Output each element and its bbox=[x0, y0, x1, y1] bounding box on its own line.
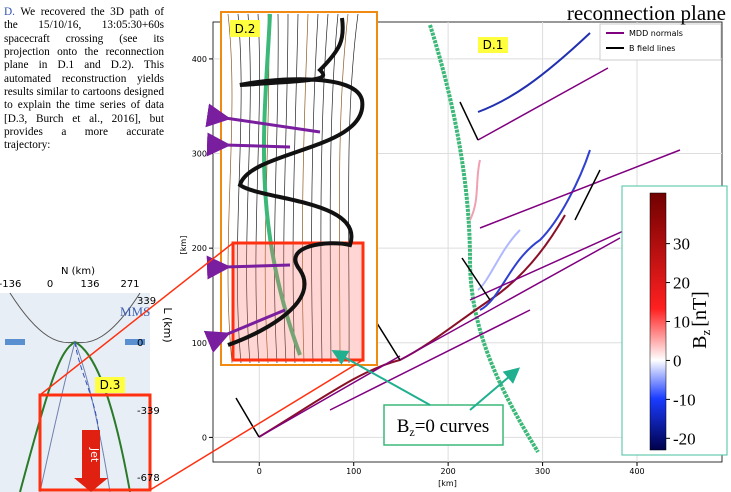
field-line bbox=[459, 101, 479, 141]
annotation-arrow bbox=[331, 350, 431, 406]
x-tick-label: 300 bbox=[535, 467, 550, 476]
colorbar-tick-label: 30 bbox=[673, 235, 690, 254]
y-axis-label: [km] bbox=[179, 236, 188, 255]
connector bbox=[149, 359, 364, 491]
field-line bbox=[461, 257, 491, 301]
y-tick-label: 200 bbox=[192, 244, 207, 253]
trajectory bbox=[477, 32, 591, 113]
x-tick-label: 136 bbox=[80, 279, 99, 290]
normal-line bbox=[479, 149, 681, 229]
normal-arrow bbox=[205, 103, 321, 134]
annotation: Bz=0 curves bbox=[397, 416, 490, 439]
y-axis-label: L (km) bbox=[161, 307, 174, 342]
bz-zero-curve bbox=[428, 24, 540, 454]
y-tick-label: 300 bbox=[192, 150, 207, 159]
cartoon-bg bbox=[0, 293, 150, 492]
field-line bbox=[348, 13, 359, 364]
field-line bbox=[255, 13, 260, 364]
panel-label: D.2 bbox=[235, 22, 256, 36]
colorbar-label: Bz[nT] bbox=[689, 291, 713, 349]
field-line bbox=[292, 13, 299, 364]
y-tick-label: -678 bbox=[137, 473, 160, 484]
x-tick-label: 0 bbox=[257, 467, 262, 476]
panel-label: D.3 bbox=[100, 378, 121, 392]
annotation-box bbox=[383, 404, 504, 446]
colorbar-tick-label: -20 bbox=[673, 429, 696, 448]
field-line bbox=[574, 169, 601, 221]
trajectory bbox=[227, 17, 365, 347]
x-tick-label: 271 bbox=[120, 279, 139, 290]
x-axis-label: [km] bbox=[438, 479, 457, 488]
field-line bbox=[339, 13, 349, 364]
trajectory bbox=[479, 149, 591, 311]
field-line bbox=[374, 319, 401, 361]
colorbar-box bbox=[621, 185, 728, 456]
legend-box bbox=[599, 23, 722, 61]
text-panel: D. We recovered the 3D path of the 15/10… bbox=[4, 6, 164, 152]
x-tick-label: -136 bbox=[0, 279, 21, 290]
colorbar bbox=[649, 192, 667, 451]
bz-zero-curve bbox=[261, 13, 302, 356]
connector bbox=[39, 242, 234, 396]
y-tick-label: 100 bbox=[192, 339, 207, 348]
colorbar-tick-label: 0 bbox=[673, 351, 682, 370]
y-tick-label: 400 bbox=[192, 55, 207, 64]
normal-line bbox=[477, 67, 609, 141]
y-tick-label: 339 bbox=[137, 296, 156, 307]
field-line bbox=[311, 13, 319, 364]
colorbar-tick-label: 20 bbox=[673, 274, 690, 293]
cartoon: D.3 MMS Jet N (km) L (km) bbox=[0, 266, 174, 492]
mms-label: MMS bbox=[120, 304, 150, 319]
panel-label: D.1 bbox=[483, 38, 504, 52]
jet-arrow bbox=[74, 478, 108, 492]
annotation-arrow bbox=[469, 367, 521, 411]
legend-label: B field lines bbox=[629, 44, 675, 53]
y-tick-label: 0 bbox=[202, 433, 207, 442]
x-tick-label: 100 bbox=[346, 467, 361, 476]
zoom-box bbox=[38, 393, 152, 492]
jet-label: Jet bbox=[88, 447, 101, 463]
x-tick-label: 200 bbox=[441, 467, 456, 476]
panel-label-bg bbox=[478, 37, 508, 53]
x-tick-label: 400 bbox=[629, 467, 644, 476]
field-line bbox=[320, 13, 329, 364]
field-line bbox=[227, 13, 233, 364]
trajectory bbox=[469, 159, 481, 221]
normal-arrow bbox=[203, 308, 286, 353]
x-tick-label: 0 bbox=[47, 279, 53, 290]
normal-line bbox=[329, 309, 531, 411]
colorbar-tick-label: -10 bbox=[673, 390, 696, 409]
legend-label: MDD normals bbox=[629, 29, 683, 38]
trajectory bbox=[258, 214, 566, 438]
plot-title: reconnection plane bbox=[567, 1, 726, 25]
field-line bbox=[246, 13, 251, 364]
normal-arrow bbox=[206, 255, 291, 280]
colorbar-tick-label: 10 bbox=[673, 313, 690, 332]
normal-line bbox=[399, 237, 621, 361]
inset: D.2 bbox=[203, 11, 378, 366]
y-tick-label: 0 bbox=[137, 338, 143, 349]
panel-label-bg bbox=[95, 377, 125, 393]
normal-line bbox=[258, 355, 401, 438]
field-line bbox=[302, 13, 309, 364]
y-tick-label: -339 bbox=[137, 406, 160, 417]
panel-label-bg bbox=[230, 20, 260, 37]
normal-arrow bbox=[206, 132, 291, 157]
field-line bbox=[329, 13, 339, 364]
field-line bbox=[235, 397, 260, 438]
jet-arrow bbox=[82, 430, 100, 480]
x-axis-label: N (km) bbox=[61, 266, 95, 277]
